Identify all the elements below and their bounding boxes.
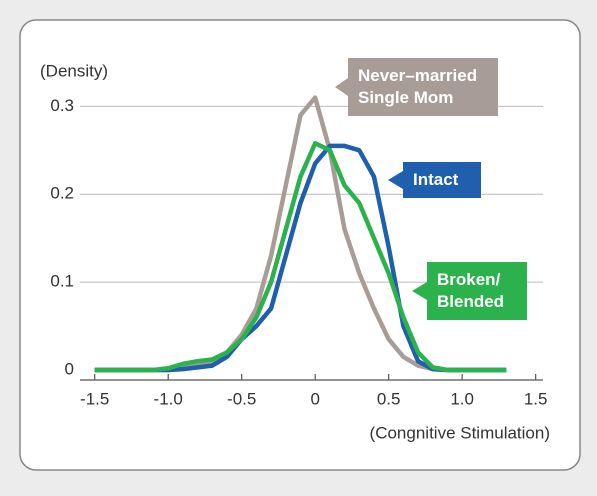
x-tick-label: -1.0 bbox=[154, 389, 183, 408]
y-tick-label: 0.3 bbox=[50, 96, 74, 115]
x-tick-label: 1.5 bbox=[524, 389, 548, 408]
legend-callout: Intact bbox=[403, 162, 481, 198]
callout-pointer bbox=[388, 171, 403, 189]
panel bbox=[19, 19, 581, 471]
x-tick-label: -0.5 bbox=[227, 389, 256, 408]
legend-callout: Never–married Single Mom bbox=[348, 58, 498, 116]
y-tick-label: 0 bbox=[65, 359, 74, 378]
y-axis-label: (Density) bbox=[40, 61, 108, 80]
x-tick-label: -1.5 bbox=[80, 389, 109, 408]
x-tick-label: 0.5 bbox=[377, 389, 401, 408]
y-tick-label: 0.1 bbox=[50, 272, 74, 291]
x-tick-label: 1.0 bbox=[450, 389, 474, 408]
y-tick-label: 0.2 bbox=[50, 184, 74, 203]
x-tick-label: 0 bbox=[310, 389, 319, 408]
callout-pointer bbox=[335, 78, 348, 96]
density-line bbox=[94, 141, 507, 373]
legend-callout: Broken/ Blended bbox=[427, 262, 527, 320]
x-axis-label: (Congnitive Stimulation) bbox=[370, 423, 550, 442]
callout-pointer bbox=[412, 282, 427, 300]
